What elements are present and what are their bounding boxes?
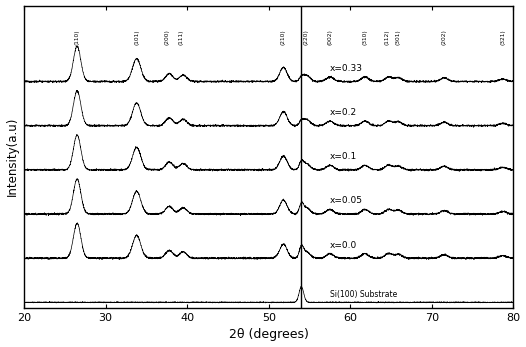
Text: (210): (210) — [281, 29, 286, 45]
Text: (112): (112) — [385, 29, 389, 45]
Text: x=0.0: x=0.0 — [330, 240, 357, 249]
Text: (301): (301) — [396, 29, 401, 45]
Text: x=0.33: x=0.33 — [330, 64, 363, 73]
Text: (101): (101) — [134, 29, 139, 45]
Text: (321): (321) — [500, 29, 505, 45]
Y-axis label: Intensity(a.u): Intensity(a.u) — [6, 117, 18, 196]
Text: (310): (310) — [362, 29, 368, 45]
Text: (200): (200) — [164, 29, 169, 45]
Text: x=0.05: x=0.05 — [330, 196, 363, 205]
Text: (220): (220) — [304, 29, 309, 45]
Text: x=0.2: x=0.2 — [330, 108, 357, 117]
Text: (110): (110) — [75, 29, 79, 45]
Text: (002): (002) — [327, 29, 332, 45]
Text: (111): (111) — [178, 29, 183, 45]
X-axis label: 2θ (degrees): 2θ (degrees) — [229, 329, 309, 341]
Text: (202): (202) — [441, 29, 447, 45]
Text: Si(100) Substrate: Si(100) Substrate — [330, 290, 397, 299]
Text: x=0.1: x=0.1 — [330, 152, 357, 161]
